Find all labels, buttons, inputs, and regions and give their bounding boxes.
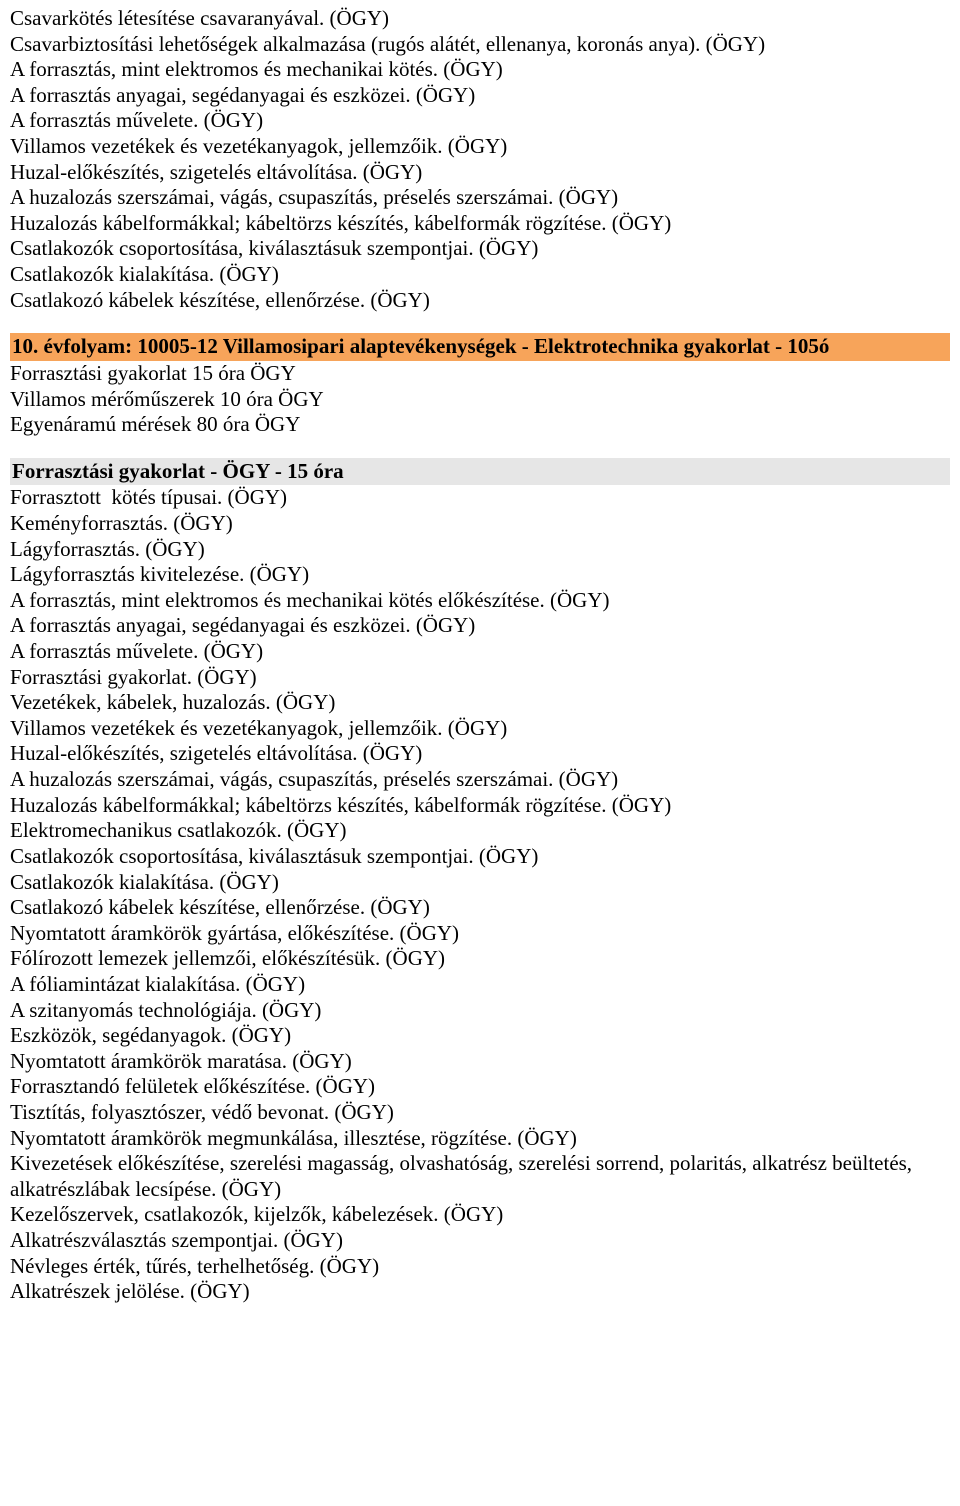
text-line: A forrasztás anyagai, segédanyagai és es… bbox=[10, 613, 950, 639]
text-line: A forrasztás, mint elektromos és mechani… bbox=[10, 588, 950, 614]
text-line: Forrasztási gyakorlat 15 óra ÖGY bbox=[10, 361, 950, 387]
text-line: Egyenáramú mérések 80 óra ÖGY bbox=[10, 412, 950, 438]
text-line: A szitanyomás technológiája. (ÖGY) bbox=[10, 998, 950, 1024]
text-line: A forrasztás anyagai, segédanyagai és es… bbox=[10, 83, 950, 109]
text-line: A huzalozás szerszámai, vágás, csupaszít… bbox=[10, 767, 950, 793]
text-line: Csavarkötés létesítése csavaranyával. (Ö… bbox=[10, 6, 950, 32]
text-line: Huzal-előkészítés, szigetelés eltávolítá… bbox=[10, 160, 950, 186]
text-line: Csatlakozó kábelek készítése, ellenőrzés… bbox=[10, 288, 950, 314]
text-line: Csavarbiztosítási lehetőségek alkalmazás… bbox=[10, 32, 950, 58]
text-line: Eszközök, segédanyagok. (ÖGY) bbox=[10, 1023, 950, 1049]
text-line: Névleges érték, tűrés, terhelhetőség. (Ö… bbox=[10, 1254, 950, 1280]
text-line: Elektromechanikus csatlakozók. (ÖGY) bbox=[10, 818, 950, 844]
text-line: Keményforrasztás. (ÖGY) bbox=[10, 511, 950, 537]
text-line: Kezelőszervek, csatlakozók, kijelzők, ká… bbox=[10, 1202, 950, 1228]
text-line: Tisztítás, folyasztószer, védő bevonat. … bbox=[10, 1100, 950, 1126]
text-line: Nyomtatott áramkörök maratása. (ÖGY) bbox=[10, 1049, 950, 1075]
text-line: Csatlakozók csoportosítása, kiválasztásu… bbox=[10, 844, 950, 870]
text-line: Kivezetések előkészítése, szerelési maga… bbox=[10, 1151, 950, 1202]
text-line: Alkatrészek jelölése. (ÖGY) bbox=[10, 1279, 950, 1305]
text-line: Huzal-előkészítés, szigetelés eltávolítá… bbox=[10, 741, 950, 767]
text-line: A huzalozás szerszámai, vágás, csupaszít… bbox=[10, 185, 950, 211]
text-line: Lágyforrasztás. (ÖGY) bbox=[10, 537, 950, 563]
text-line: Lágyforrasztás kivitelezése. (ÖGY) bbox=[10, 562, 950, 588]
text-line: Forrasztási gyakorlat. (ÖGY) bbox=[10, 665, 950, 691]
text-line: Csatlakozók kialakítása. (ÖGY) bbox=[10, 870, 950, 896]
text-line: Villamos vezetékek és vezetékanyagok, je… bbox=[10, 134, 950, 160]
text-line: Villamos mérőműszerek 10 óra ÖGY bbox=[10, 387, 950, 413]
after-gray-block: Forrasztott kötés típusai. (ÖGY) Keményf… bbox=[10, 485, 950, 1305]
section-heading-orange: 10. évfolyam: 10005-12 Villamosipari ala… bbox=[10, 333, 950, 361]
text-line: Nyomtatott áramkörök megmunkálása, illes… bbox=[10, 1126, 950, 1152]
spacer bbox=[10, 438, 950, 458]
text-line: Forrasztott kötés típusai. (ÖGY) bbox=[10, 485, 950, 511]
text-line: Forrasztandó felületek előkészítése. (ÖG… bbox=[10, 1074, 950, 1100]
text-line: Huzalozás kábelformákkal; kábeltörzs kés… bbox=[10, 211, 950, 237]
text-line: Nyomtatott áramkörök gyártása, előkészít… bbox=[10, 921, 950, 947]
intro-block: Csavarkötés létesítése csavaranyával. (Ö… bbox=[10, 6, 950, 313]
text-line: Fólírozott lemezek jellemzői, előkészíté… bbox=[10, 946, 950, 972]
text-line: A forrasztás művelete. (ÖGY) bbox=[10, 639, 950, 665]
after-orange-block: Forrasztási gyakorlat 15 óra ÖGY Villamo… bbox=[10, 361, 950, 438]
spacer bbox=[10, 313, 950, 333]
text-line: Csatlakozók csoportosítása, kiválasztásu… bbox=[10, 236, 950, 262]
section-heading-gray: Forrasztási gyakorlat - ÖGY - 15 óra bbox=[10, 458, 950, 486]
text-line: A forrasztás művelete. (ÖGY) bbox=[10, 108, 950, 134]
text-line: Huzalozás kábelformákkal; kábeltörzs kés… bbox=[10, 793, 950, 819]
text-line: Vezetékek, kábelek, huzalozás. (ÖGY) bbox=[10, 690, 950, 716]
text-line: Alkatrészválasztás szempontjai. (ÖGY) bbox=[10, 1228, 950, 1254]
text-line: A forrasztás, mint elektromos és mechani… bbox=[10, 57, 950, 83]
text-line: Villamos vezetékek és vezetékanyagok, je… bbox=[10, 716, 950, 742]
text-line: Csatlakozó kábelek készítése, ellenőrzés… bbox=[10, 895, 950, 921]
text-line: Csatlakozók kialakítása. (ÖGY) bbox=[10, 262, 950, 288]
text-line: A fóliamintázat kialakítása. (ÖGY) bbox=[10, 972, 950, 998]
